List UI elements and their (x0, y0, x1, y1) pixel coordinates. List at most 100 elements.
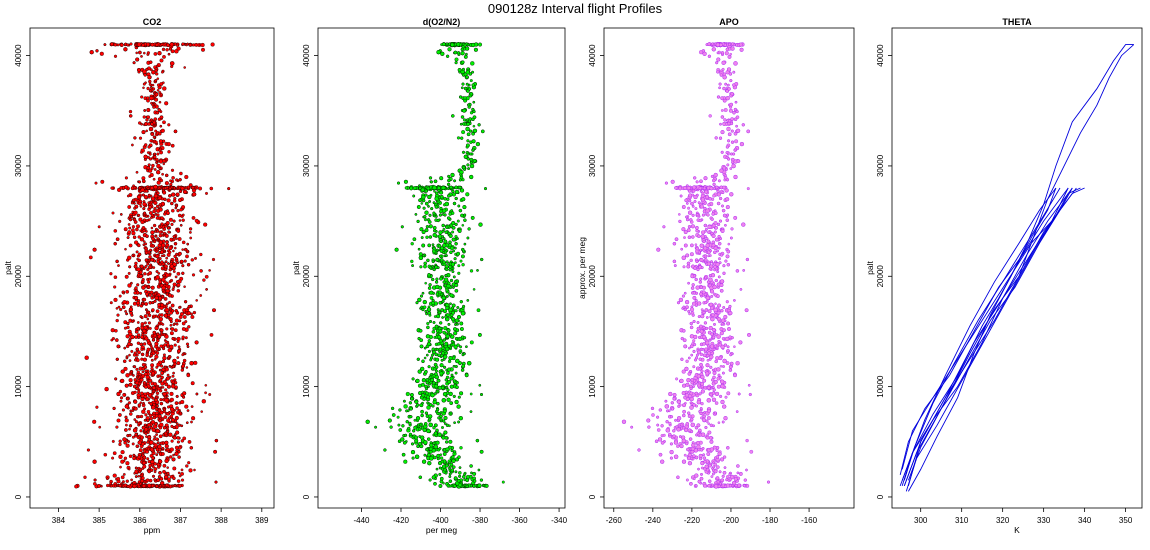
co2-point (172, 235, 176, 239)
d-o2-n2-point (445, 42, 449, 46)
co2-point (128, 378, 133, 383)
co2-point (181, 240, 186, 245)
co2-point (194, 340, 199, 345)
co2-point (162, 231, 166, 235)
d-o2-n2-point (469, 79, 473, 83)
co2-point (113, 275, 118, 279)
co2-point (168, 306, 172, 310)
co2-point (148, 463, 152, 468)
d-o2-n2-point (469, 340, 474, 345)
co2-point (153, 200, 158, 205)
d-o2-n2-point (460, 327, 464, 331)
co2-point (214, 438, 219, 443)
d-o2-n2-point (444, 315, 448, 319)
d-o2-n2-point (463, 218, 467, 222)
co2-point (180, 478, 185, 482)
co2-point (127, 342, 132, 346)
co2-point (133, 202, 136, 205)
co2-point (152, 266, 156, 269)
d-o2-n2-point (454, 261, 457, 265)
co2-point (170, 61, 175, 66)
co2-point (165, 240, 169, 244)
co2-point (110, 328, 115, 333)
d-o2-n2-point (424, 422, 428, 426)
d-o2-n2-point (429, 456, 434, 461)
co2-point (130, 215, 133, 219)
co2-point (143, 314, 148, 319)
d-o2-n2-point (465, 52, 468, 56)
co2-point (169, 397, 174, 402)
d-o2-n2-point (424, 386, 429, 391)
d-o2-n2-point (428, 200, 431, 203)
d-o2-n2-point (454, 318, 459, 323)
co2-point (155, 428, 160, 434)
co2-point (156, 180, 161, 185)
co2-point (156, 163, 161, 169)
co2-point (180, 186, 185, 191)
co2-point (194, 218, 199, 223)
co2-point (109, 481, 112, 485)
d-o2-n2-point (444, 378, 448, 382)
co2-point (142, 69, 147, 74)
co2-point (186, 263, 191, 267)
co2-point (151, 385, 156, 390)
d-o2-n2-point (365, 419, 370, 424)
co2-point (167, 262, 170, 265)
co2-point (152, 465, 155, 469)
d-o2-n2-point (432, 426, 436, 430)
co2-point (95, 49, 99, 53)
d-o2-n2-point (463, 213, 467, 217)
d-o2-n2-point (459, 95, 463, 99)
co2-point (128, 339, 132, 343)
d-o2-n2-point (471, 139, 476, 144)
d-o2-n2-point (448, 233, 453, 238)
co2-point (181, 205, 186, 210)
co2-point (162, 469, 166, 474)
co2-point (179, 411, 182, 415)
co2-point (111, 439, 115, 443)
d-o2-n2-point (474, 484, 478, 488)
co2-point (186, 345, 190, 348)
co2-point (92, 247, 97, 252)
d-o2-n2-point (461, 130, 466, 135)
co2-point (114, 329, 118, 333)
co2-point (190, 405, 194, 408)
co2-point (116, 391, 121, 397)
co2-point (169, 455, 173, 459)
co2-point (162, 484, 166, 488)
d-o2-n2-point (439, 206, 443, 211)
co2-point (160, 260, 164, 264)
co2-y-tick-label: 20000 (14, 265, 23, 288)
co2-point (174, 49, 179, 54)
d-o2-n2-point (428, 414, 433, 419)
co2-point (165, 185, 169, 189)
co2-point (84, 355, 89, 360)
d-o2-n2-point (454, 337, 459, 341)
d-o2-n2-point (427, 437, 431, 441)
co2-point (132, 484, 137, 489)
d-o2-n2-point (410, 450, 416, 455)
co2-point (148, 378, 153, 383)
co2-x-tick-label: 388 (214, 516, 228, 525)
d-o2-n2-x-tick-label: -360 (512, 516, 529, 525)
d-o2-n2-point (460, 213, 464, 218)
co2-x-tick-label: 389 (255, 516, 269, 525)
d-o2-n2-point (420, 409, 424, 414)
co2-point (141, 277, 145, 282)
co2-point (157, 83, 161, 87)
d-o2-n2-point (412, 237, 417, 241)
d-o2-n2-point (419, 265, 423, 269)
co2-point (156, 77, 160, 80)
d-o2-n2-point (480, 257, 484, 262)
co2-point (199, 294, 203, 297)
co2-point (145, 449, 149, 454)
co2-point (147, 145, 151, 149)
co2-point (133, 365, 137, 369)
co2-point (153, 52, 158, 56)
co2-point (111, 456, 115, 460)
d-o2-n2-point (419, 227, 424, 232)
d-o2-n2-point (409, 415, 413, 419)
co2-point (160, 250, 164, 255)
co2-point (171, 374, 175, 378)
co2-point (132, 301, 137, 306)
